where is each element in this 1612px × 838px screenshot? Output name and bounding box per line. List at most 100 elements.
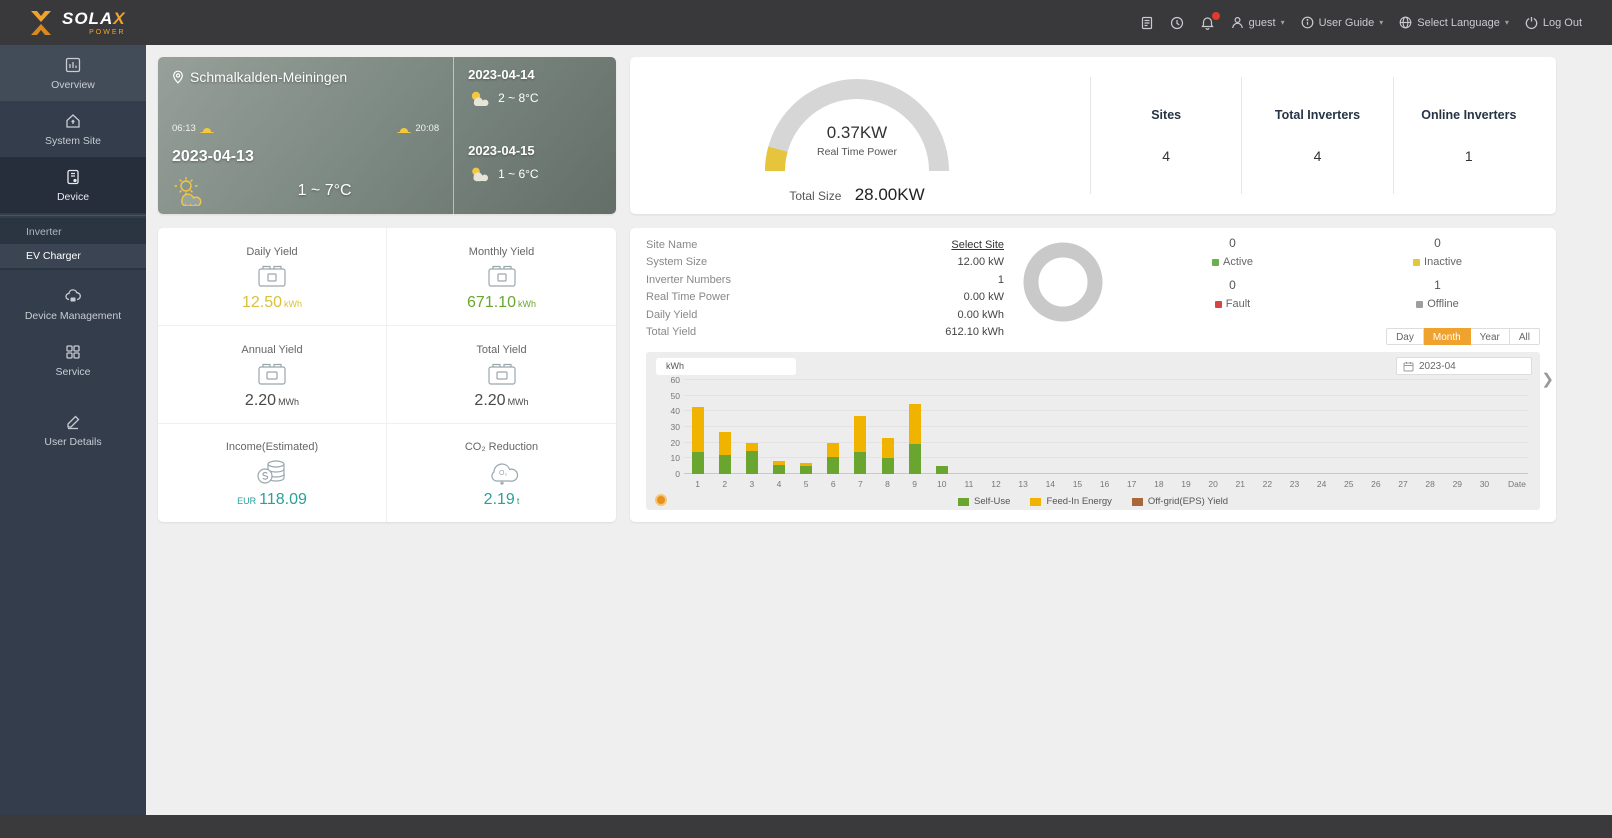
status-active: 0 Active — [1130, 236, 1335, 268]
sidebar-item-user-details[interactable]: User Details — [0, 402, 146, 458]
sidebar: Overview System Site Device Inverter EV … — [0, 45, 146, 838]
topbar-menu: guest ▾ User Guide ▾ Select Language ▾ L… — [1140, 11, 1612, 30]
chart-unit-select[interactable]: kWh — [656, 358, 796, 375]
bar-segment[interactable] — [772, 461, 785, 465]
x-axis-tick: 23 — [1289, 479, 1300, 489]
submenu-item-inverter[interactable]: Inverter — [26, 226, 62, 238]
row-value: 0.00 kWh — [957, 308, 1004, 321]
weather-condition-icon — [174, 177, 202, 206]
chart-gridline — [684, 394, 1528, 396]
range-all-button[interactable]: All — [1509, 328, 1540, 345]
power-summary-card: 0.37KW Real Time Power Total Size 28.00K… — [630, 57, 1556, 214]
brand-name: SOLA — [62, 8, 114, 28]
carousel-next-icon[interactable]: ❯ — [1541, 371, 1554, 388]
site-info-row: Total Yield 612.10 kWh — [646, 324, 1004, 342]
user-menu[interactable]: guest ▾ — [1231, 16, 1285, 29]
income-coins-icon — [257, 460, 285, 484]
chart-gridline — [684, 457, 1528, 459]
chevron-down-icon: ▾ — [1280, 18, 1285, 27]
weather-temp-today: 1 ~ 7°C — [297, 182, 352, 199]
bar-segment[interactable] — [881, 458, 894, 474]
bar-segment[interactable] — [827, 442, 840, 457]
legend-self-use[interactable]: Self-Use — [958, 496, 1010, 507]
overview-icon — [65, 57, 81, 72]
chart-gridline — [684, 379, 1528, 380]
logout-label: Log Out — [1542, 16, 1582, 29]
status-count: 0 — [1229, 278, 1236, 292]
warranty-icon[interactable] — [1140, 16, 1154, 30]
range-year-button[interactable]: Year — [1470, 328, 1510, 345]
legend-label: Self-Use — [974, 496, 1011, 507]
yield-label: Monthly Yield — [468, 245, 535, 258]
x-axis-tick: 14 — [1045, 479, 1056, 489]
yield-value: 2.20 — [474, 391, 506, 409]
chart-gridline — [684, 441, 1528, 443]
chart-date-value: 2023-04 — [1419, 360, 1456, 372]
status-inactive: 0 Inactive — [1335, 236, 1540, 268]
yield-card-daily: Daily Yield 12.50 kWh — [158, 228, 387, 326]
chart-date-picker[interactable]: 2023-04 — [1396, 357, 1532, 375]
bar-segment[interactable] — [935, 466, 948, 474]
x-axis-tick: 4 — [776, 479, 782, 489]
range-day-button[interactable]: Day — [1386, 328, 1424, 345]
yield-card-annual: Annual Yield 2.20 MWh — [158, 326, 387, 424]
status-count: 0 — [1229, 236, 1236, 250]
x-axis-tick: 6 — [830, 479, 836, 489]
select-site-link[interactable]: Select Site — [951, 238, 1004, 251]
x-axis-tick: 8 — [885, 479, 890, 489]
site-info-row: Site Name Select Site — [646, 236, 1004, 254]
range-month-button[interactable]: Month — [1423, 328, 1471, 345]
y-axis-tick: 60 — [670, 375, 680, 385]
submenu-item-ev-charger[interactable]: EV Charger — [0, 244, 146, 268]
sidebar-item-overview[interactable]: Overview — [0, 45, 146, 101]
site-info-row: Inverter Numbers 1 — [646, 271, 1004, 289]
stat-online-inverters: Online Inverters 1 — [1392, 77, 1544, 194]
bar-segment[interactable] — [908, 403, 921, 445]
bar-segment[interactable] — [800, 463, 813, 467]
bar-segment[interactable] — [718, 455, 731, 474]
energy-storage-icon — [258, 363, 286, 385]
bar-segment[interactable] — [908, 444, 921, 474]
location-pin-icon — [173, 70, 183, 84]
bar-segment[interactable] — [691, 406, 704, 453]
yield-card-income: Income(Estimated) EUR 118.09 — [158, 424, 387, 522]
legend-feed-in[interactable]: Feed-In Energy — [1030, 496, 1112, 507]
bar-segment[interactable] — [745, 442, 758, 451]
stat-total-inverters: Total Inverters 4 — [1241, 77, 1392, 194]
alarm-icon[interactable] — [1170, 16, 1184, 30]
forecast-temp: 1 ~ 6°C — [498, 166, 539, 181]
bar-segment[interactable] — [772, 464, 785, 474]
logout-button[interactable]: Log Out — [1525, 16, 1582, 29]
bar-segment[interactable] — [854, 416, 867, 453]
bar-segment[interactable] — [718, 431, 731, 456]
bar-segment[interactable] — [881, 437, 894, 459]
bar-segment[interactable] — [827, 456, 840, 474]
brand-logo[interactable]: SOLAX POWER — [0, 8, 126, 38]
bar-segment[interactable] — [800, 466, 813, 474]
stat-label: Total Inverters — [1274, 107, 1361, 122]
x-axis-tick: 3 — [749, 479, 755, 489]
yield-label: Annual Yield — [241, 343, 303, 356]
sidebar-item-service[interactable]: Service — [0, 332, 146, 388]
device-icon — [67, 169, 79, 184]
sidebar-item-system-site[interactable]: System Site — [0, 101, 146, 157]
message-icon[interactable] — [1200, 11, 1220, 30]
device-management-icon — [65, 288, 81, 301]
bar-segment[interactable] — [854, 452, 867, 474]
guide-icon — [1301, 16, 1314, 29]
fleet-stats: Sites 4 Total Inverters 4 Online Inverte… — [1090, 77, 1544, 194]
sidebar-item-device-management[interactable]: Device Management — [0, 276, 146, 332]
language-menu[interactable]: Select Language ▾ — [1399, 16, 1509, 29]
bar-segment[interactable] — [691, 452, 704, 474]
bar-segment[interactable] — [745, 450, 758, 474]
rain-cloud-icon — [472, 167, 489, 182]
user-guide-menu[interactable]: User Guide ▾ — [1301, 16, 1383, 29]
legend-eps-yield[interactable]: Off-grid(EPS) Yield — [1131, 496, 1228, 507]
status-label: Offline — [1427, 298, 1459, 310]
sidebar-label: System Site — [44, 134, 102, 147]
status-dot — [1214, 300, 1222, 308]
x-axis-title: Date — [1508, 479, 1526, 489]
sidebar-item-device[interactable]: Device — [0, 157, 146, 213]
brand-text: SOLAX POWER — [62, 10, 126, 36]
yield-value: 2.20 — [244, 391, 277, 409]
